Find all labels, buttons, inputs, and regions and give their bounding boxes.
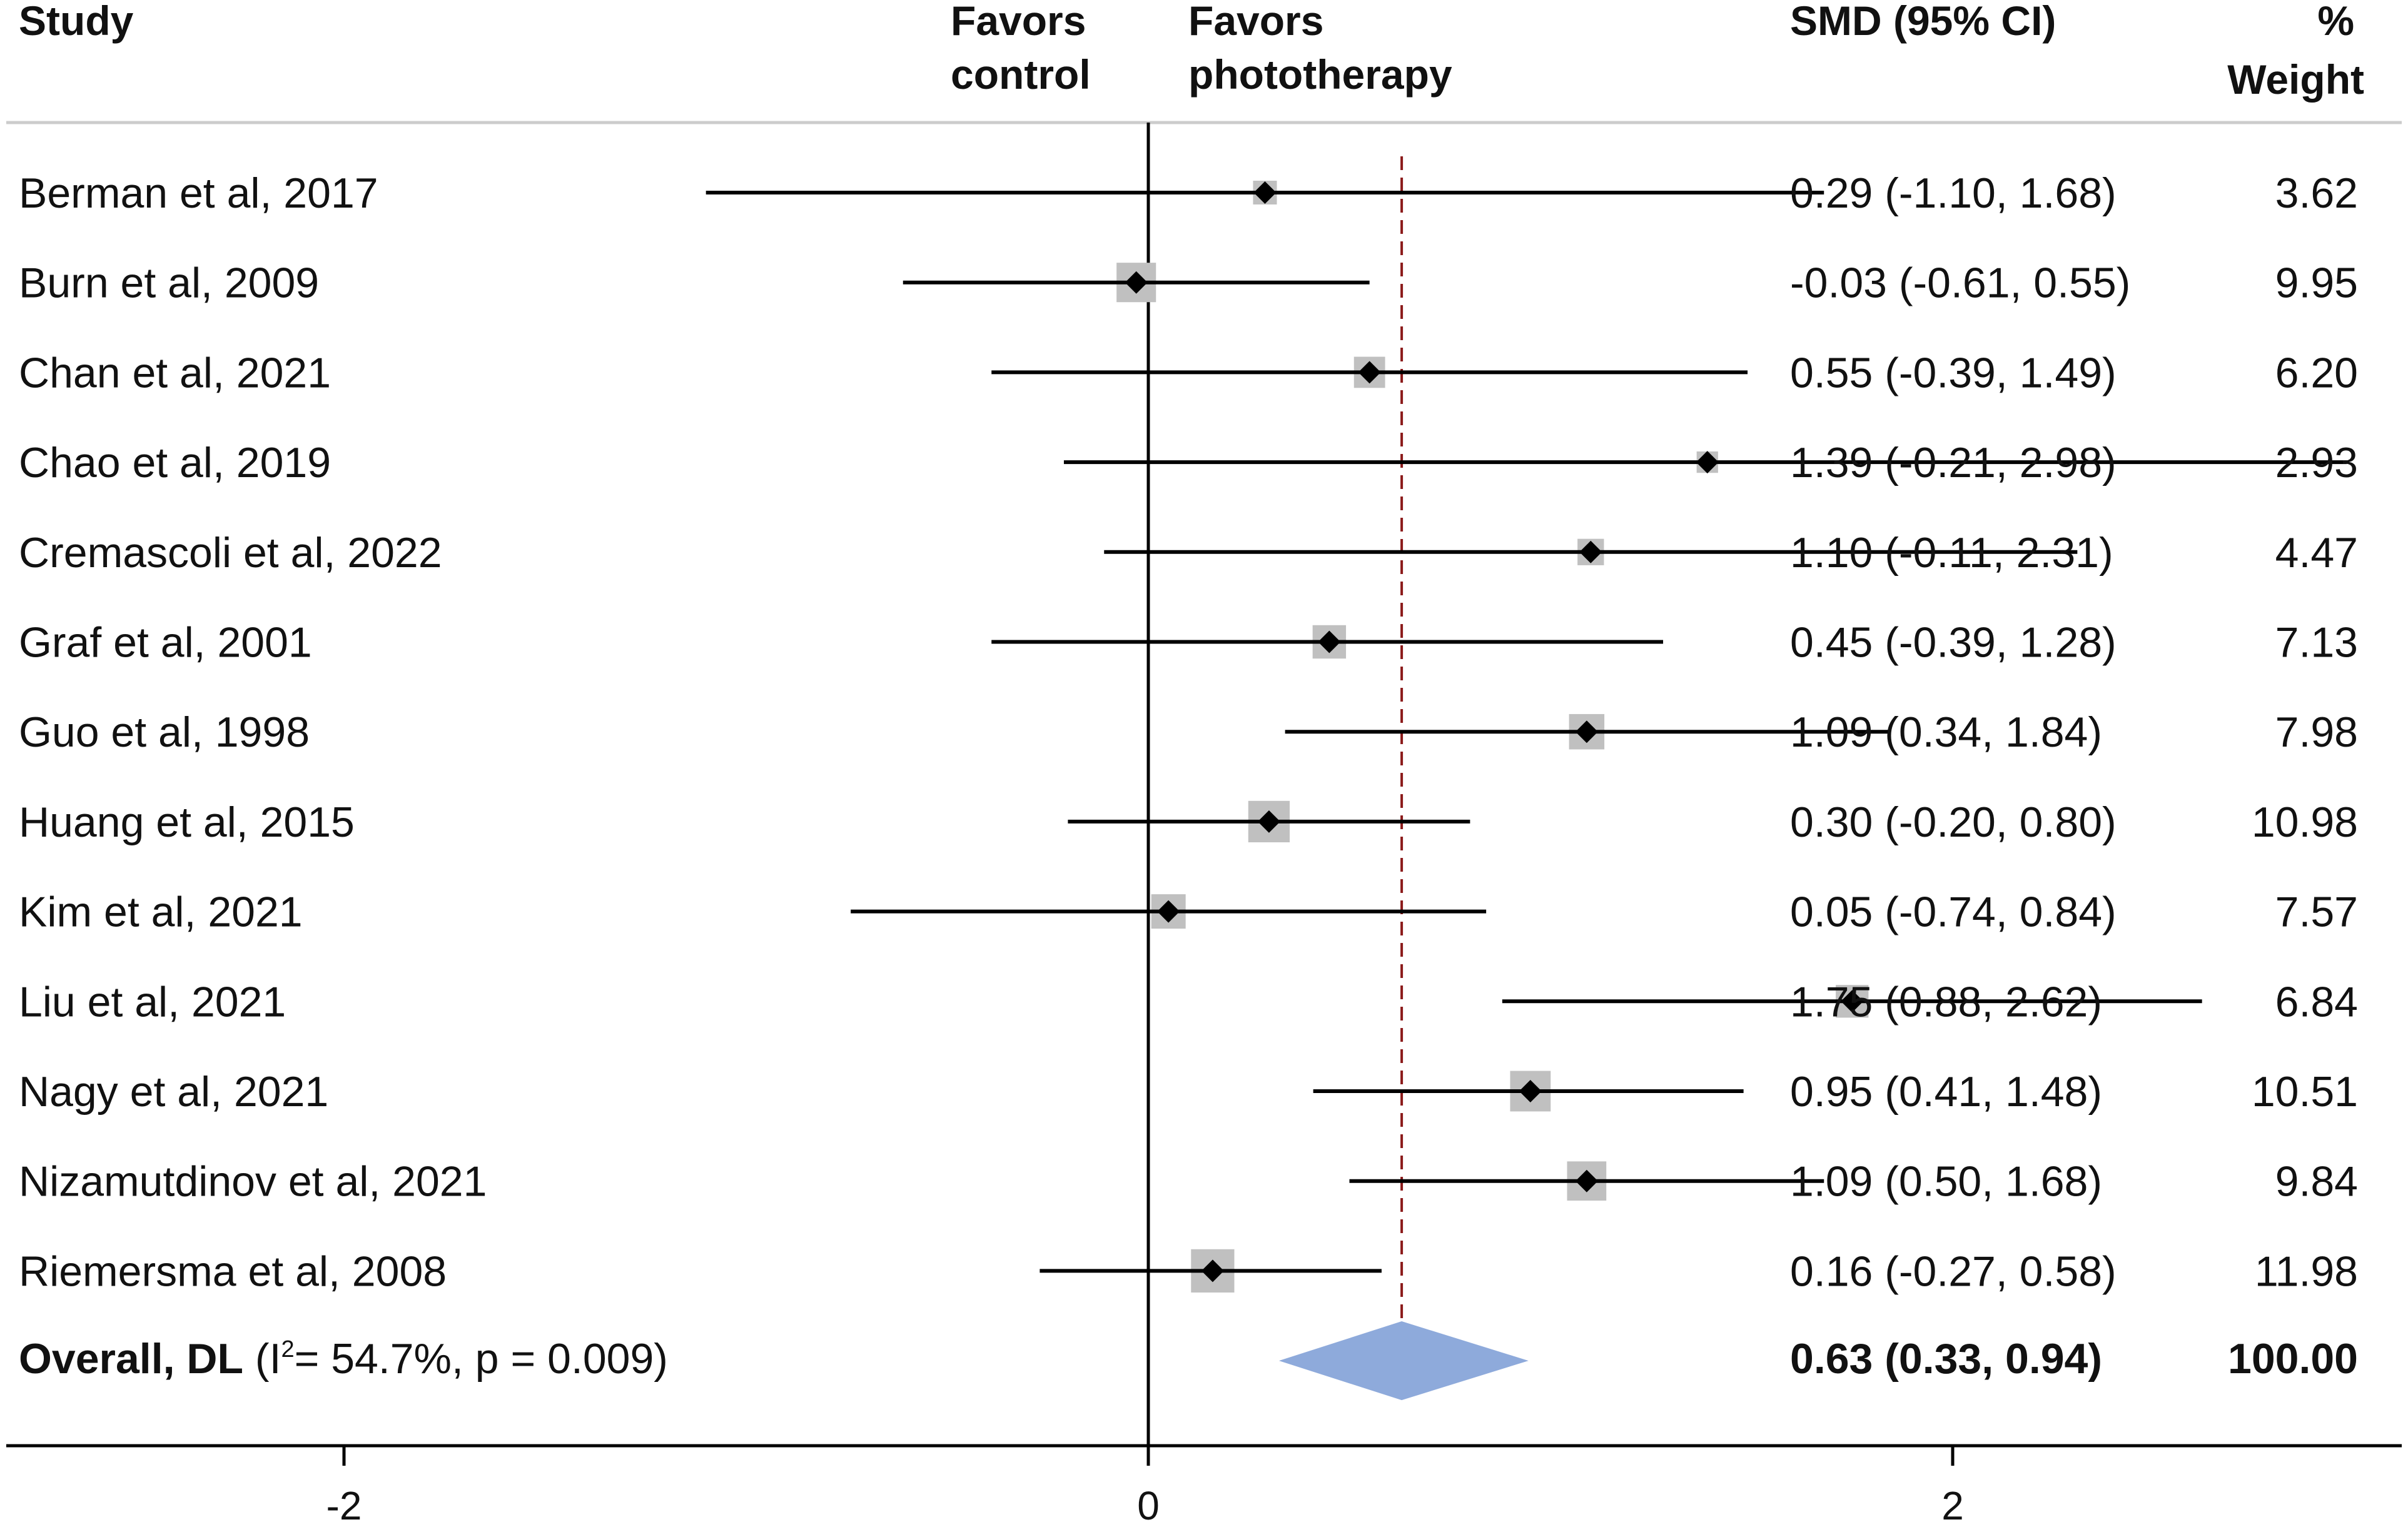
header-favors-phototherapy-line2: phototherapy: [1188, 51, 1452, 98]
study-row: Riemersma et al, 2008 0.16 (-0.27, 0.58) 1…: [19, 1247, 2358, 1295]
study-point-estimate: [1125, 271, 1148, 294]
study-row: Burn et al, 2009 -0.03 (-0.61, 0.55) 9.95: [19, 260, 2358, 307]
study-name: Graf et al, 2001: [19, 619, 312, 667]
study-row: Chao et al, 2019 1.39 (-0.21, 2.98) 2.93: [19, 439, 2358, 486]
header-smd-ci: SMD (95% CI): [1790, 0, 2056, 44]
study-weight: 10.51: [2252, 1068, 2358, 1116]
study-point-estimate: [1157, 900, 1180, 923]
study-point-estimate: [1575, 1169, 1598, 1192]
study-name: Chao et al, 2019: [19, 439, 331, 486]
header-favors-control-line2: control: [951, 51, 1091, 98]
x-tick-label: 2: [1941, 1483, 1964, 1527]
study-point-estimate: [1579, 540, 1602, 563]
study-point-estimate: [1358, 361, 1381, 384]
study-smd-ci: 0.16 (-0.27, 0.58): [1790, 1247, 2117, 1295]
header-favors-control-line1: Favors: [951, 0, 1086, 44]
study-smd-ci: 0.29 (-1.10, 1.68): [1790, 169, 2117, 217]
study-weight: 7.98: [2275, 708, 2358, 756]
study-weight: 10.98: [2252, 799, 2358, 846]
study-smd-ci: 0.95 (0.41, 1.48): [1790, 1068, 2102, 1116]
study-point-estimate: [1696, 451, 1719, 474]
study-point-estimate: [1318, 630, 1341, 653]
study-weight: 6.84: [2275, 978, 2358, 1026]
study-row: Kim et al, 2021 0.05 (-0.74, 0.84) 7.57: [19, 889, 2358, 936]
overall-diamond: [1278, 1321, 1529, 1401]
study-rows: Berman et al, 2017 0.29 (-1.10, 1.68) 3.62…: [19, 169, 2358, 1295]
x-tick-label: 0: [1137, 1483, 1160, 1527]
overall-row: Overall, DL (I2= 54.7%, p = 0.009) 0.63 …: [19, 1321, 2358, 1401]
study-name: Guo et al, 1998: [19, 708, 310, 756]
study-weight: 4.47: [2275, 529, 2358, 577]
study-weight: 3.62: [2275, 169, 2358, 217]
study-name: Kim et al, 2021: [19, 889, 303, 936]
study-name: Huang et al, 2015: [19, 799, 355, 846]
study-row: Graf et al, 2001 0.45 (-0.39, 1.28) 7.13: [19, 619, 2358, 667]
overall-label-bold: Overall, DL: [19, 1335, 243, 1383]
study-point-estimate: [1201, 1259, 1224, 1283]
overall-label: Overall, DL (I2= 54.7%, p = 0.009): [19, 1335, 668, 1383]
study-weight: 6.20: [2275, 349, 2358, 396]
study-point-estimate: [1257, 810, 1280, 833]
study-row: Liu et al, 2021 1.75 (0.88, 2.62) 6.84: [19, 978, 2358, 1026]
study-name: Chan et al, 2021: [19, 349, 331, 396]
study-smd-ci: 0.45 (-0.39, 1.28): [1790, 619, 2117, 667]
study-smd-ci: 1.10 (-0.11, 2.31): [1790, 529, 2113, 577]
study-name: Berman et al, 2017: [19, 169, 378, 217]
study-row: Nagy et al, 2021 0.95 (0.41, 1.48) 10.51: [19, 1068, 2358, 1116]
study-row: Berman et al, 2017 0.29 (-1.10, 1.68) 3.62: [19, 169, 2358, 217]
study-weight: 7.13: [2275, 619, 2358, 667]
overall-smd-ci: 0.63 (0.33, 0.94): [1790, 1335, 2102, 1383]
header-study: Study: [19, 0, 134, 44]
study-weight: 7.57: [2275, 889, 2358, 936]
study-smd-ci: 0.30 (-0.20, 0.80): [1790, 799, 2117, 846]
study-weight: 9.84: [2275, 1158, 2358, 1206]
study-name: Riemersma et al, 2008: [19, 1247, 447, 1295]
study-weight: 9.95: [2275, 260, 2358, 307]
study-point-estimate: [1841, 990, 1864, 1013]
overall-weight: 100.00: [2228, 1335, 2358, 1383]
study-smd-ci: -0.03 (-0.61, 0.55): [1790, 260, 2130, 307]
study-name: Nizamutdinov et al, 2021: [19, 1158, 487, 1206]
header-weight: Weight: [2227, 56, 2364, 103]
study-name: Nagy et al, 2021: [19, 1068, 328, 1116]
study-name: Burn et al, 2009: [19, 260, 319, 307]
header: Study Favors control Favors phototherapy…: [6, 0, 2402, 124]
study-weight: 11.98: [2255, 1247, 2358, 1295]
study-smd-ci: 0.05 (-0.74, 0.84): [1790, 889, 2117, 936]
header-favors-phototherapy-line1: Favors: [1188, 0, 1323, 44]
study-row: Cremascoli et al, 2022 1.10 (-0.11, 2.31)…: [19, 529, 2358, 577]
study-row: Huang et al, 2015 0.30 (-0.20, 0.80) 10.98: [19, 799, 2358, 846]
study-smd-ci: 1.09 (0.34, 1.84): [1790, 708, 2102, 756]
study-smd-ci: 1.39 (-0.21, 2.98): [1790, 439, 2117, 486]
study-name: Cremascoli et al, 2022: [19, 529, 442, 577]
study-row: Nizamutdinov et al, 2021 1.09 (0.50, 1.68…: [19, 1158, 2358, 1206]
overall-label-rest: = 54.7%, p = 0.009): [295, 1335, 668, 1383]
study-point-estimate: [1519, 1080, 1542, 1102]
study-point-estimate: [1253, 181, 1277, 204]
study-weight: 2.93: [2275, 439, 2358, 486]
x-axis: -2 0 2: [6, 1444, 2402, 1527]
study-smd-ci: 1.09 (0.50, 1.68): [1790, 1158, 2102, 1206]
x-tick-label: -2: [326, 1483, 362, 1527]
study-smd-ci: 0.55 (-0.39, 1.49): [1790, 349, 2117, 396]
study-smd-ci: 1.75 (0.88, 2.62): [1790, 978, 2102, 1026]
overall-label-sup: 2: [281, 1336, 294, 1363]
study-point-estimate: [1575, 720, 1598, 743]
study-name: Liu et al, 2021: [19, 978, 286, 1026]
study-row: Guo et al, 1998 1.09 (0.34, 1.84) 7.98: [19, 708, 2358, 756]
overall-label-open: (I: [243, 1335, 281, 1383]
header-weight-percent: %: [2317, 0, 2354, 44]
study-row: Chan et al, 2021 0.55 (-0.39, 1.49) 6.20: [19, 349, 2358, 396]
